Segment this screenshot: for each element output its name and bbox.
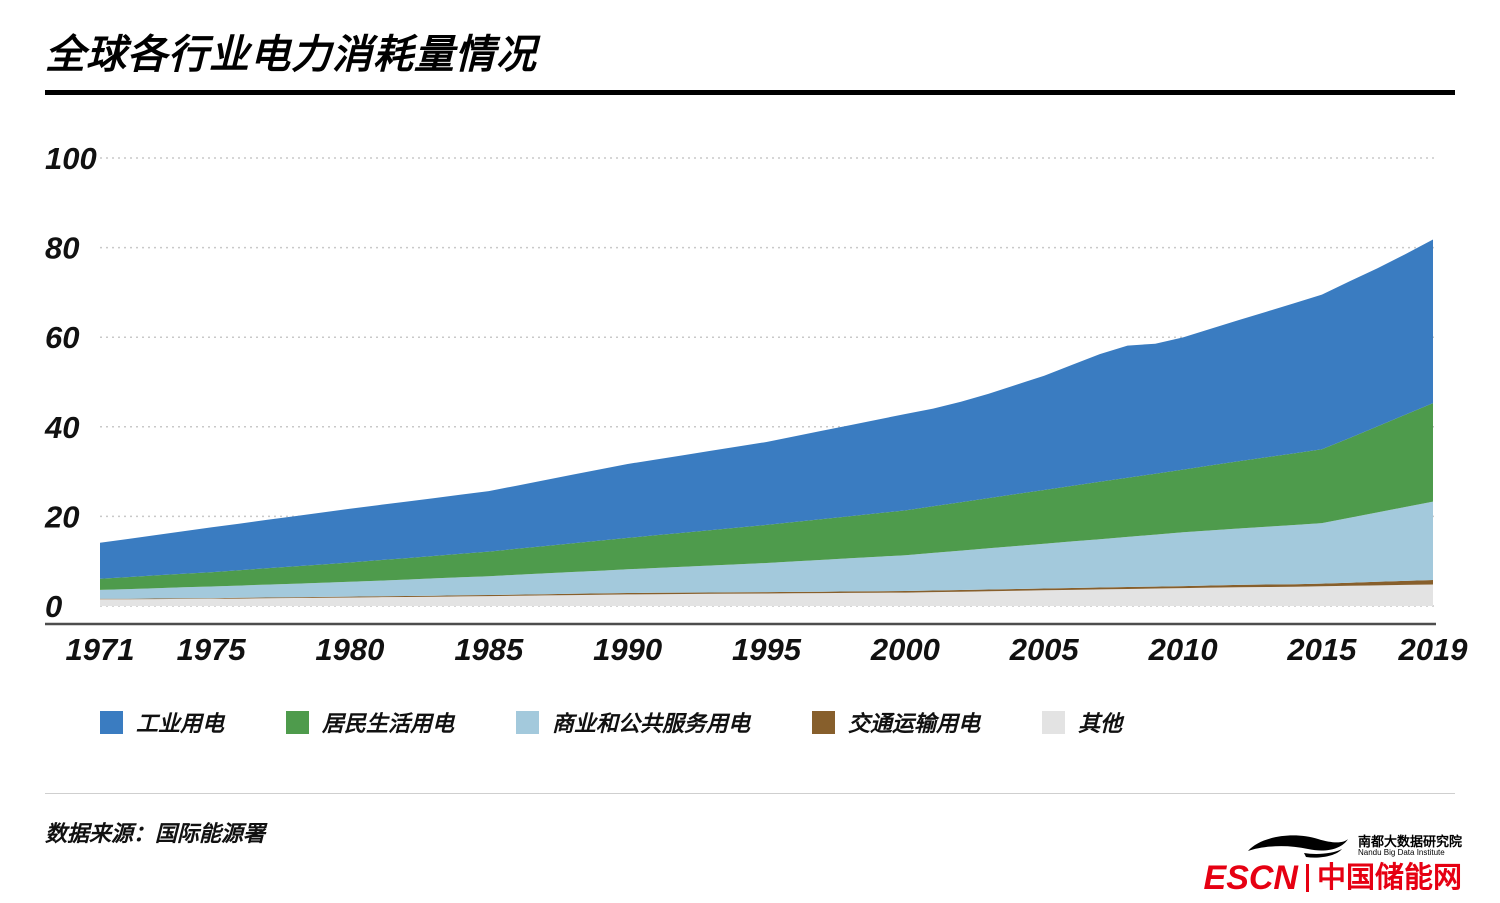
legend-swatch-other bbox=[1042, 710, 1066, 734]
legend-swatch-commercial bbox=[516, 710, 540, 734]
y-tick-label: 40 bbox=[44, 410, 79, 445]
area-industry bbox=[100, 239, 1433, 579]
legend-swatch-transport bbox=[812, 710, 836, 734]
y-tick-label: 80 bbox=[45, 231, 79, 266]
x-tick-label: 1971 bbox=[66, 632, 135, 667]
legend-swatch-residential bbox=[286, 710, 310, 734]
legend-label-industry: 工业用电 bbox=[136, 711, 225, 736]
legend-item-other: 其他 bbox=[1042, 706, 1122, 738]
legend-item-industry: 工业用电 bbox=[100, 706, 224, 738]
escn-site-name: 中国储能网 bbox=[1316, 861, 1462, 894]
legend-label-transport: 交通运输用电 bbox=[848, 711, 981, 736]
y-tick-label: 100 bbox=[45, 141, 97, 176]
area-commercial bbox=[100, 501, 1433, 599]
data-source-note: 数据来源：国际能源署 bbox=[45, 821, 266, 846]
title-underline bbox=[45, 90, 1455, 95]
nandu-logo: 南都大数据研究院 Nandu Big Data Institute bbox=[1246, 833, 1462, 859]
footer-divider bbox=[45, 793, 1455, 794]
area-other bbox=[100, 584, 1433, 606]
legend-label-commercial: 商业和公共服务用电 bbox=[552, 711, 751, 736]
y-tick-label: 60 bbox=[45, 320, 79, 355]
x-tick-label: 1980 bbox=[315, 632, 384, 667]
chart-title: 全球各行业电力消耗量情况 bbox=[45, 33, 537, 77]
nandu-swoosh-icon bbox=[1247, 835, 1348, 858]
x-tick-label: 2005 bbox=[1009, 632, 1080, 667]
y-tick-label: 20 bbox=[44, 499, 79, 534]
x-tick-label: 1975 bbox=[177, 632, 247, 667]
x-tick-label: 2000 bbox=[870, 632, 940, 667]
legend-swatch-industry bbox=[100, 710, 123, 734]
escn-separator bbox=[1305, 864, 1309, 892]
chart-legend: 工业用电 居民生活用电 商业和公共服务用电 交通运输用电 其他 bbox=[100, 706, 1122, 738]
x-tick-label: 2015 bbox=[1286, 632, 1357, 667]
x-tick-label: 1995 bbox=[732, 632, 802, 667]
legend-item-transport: 交通运输用电 bbox=[812, 706, 980, 738]
x-tick-label: 2010 bbox=[1148, 632, 1218, 667]
footer-logos: 南都大数据研究院 Nandu Big Data Institute ESCN 中… bbox=[1204, 833, 1462, 895]
area-residential bbox=[100, 403, 1433, 590]
y-tick-label: 0 bbox=[45, 589, 62, 624]
x-tick-label: 2019 bbox=[1398, 632, 1469, 667]
nandu-name-en: Nandu Big Data Institute bbox=[1357, 847, 1445, 857]
escn-wordmark: ESCN bbox=[1203, 859, 1298, 897]
legend-label-other: 其他 bbox=[1078, 711, 1123, 736]
x-tick-label: 1985 bbox=[454, 632, 524, 667]
x-tick-label: 1990 bbox=[593, 632, 662, 667]
legend-item-residential: 居民生活用电 bbox=[286, 706, 454, 738]
stacked-area-chart: 0 20 40 60 80 100 1971 1975 1980 1985 1990 1995 2000… bbox=[44, 141, 1469, 667]
nandu-text: 南都大数据研究院 Nandu Big Data Institute bbox=[1358, 835, 1462, 857]
escn-logo: ESCN 中国储能网 bbox=[1204, 861, 1462, 895]
legend-item-commercial: 商业和公共服务用电 bbox=[516, 706, 750, 738]
legend-label-residential: 居民生活用电 bbox=[322, 711, 455, 736]
nandu-name-cn: 南都大数据研究院 bbox=[1357, 833, 1462, 849]
